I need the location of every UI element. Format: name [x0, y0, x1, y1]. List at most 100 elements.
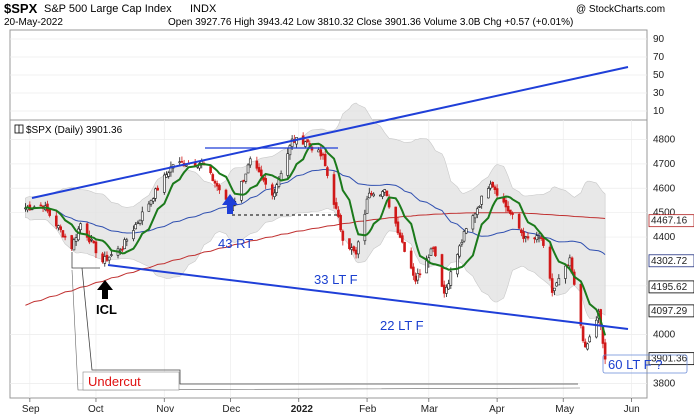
candle-body: [537, 236, 541, 239]
price-value-box: [648, 254, 694, 268]
lower-trendline: [107, 264, 629, 330]
candle-body: [341, 230, 345, 241]
price-tick-label: 4700: [653, 159, 676, 170]
ma-50-line: [25, 169, 606, 255]
candle-body: [350, 247, 353, 250]
price-value-label: 4097.29: [651, 306, 688, 317]
candle-body: [301, 135, 305, 145]
candle-body: [110, 254, 113, 256]
price-value-label: 4195.62: [651, 282, 688, 293]
candle-body: [224, 189, 228, 200]
candle-body: [123, 239, 126, 250]
undercut-line-long: [81, 267, 578, 385]
candle-body: [367, 192, 371, 199]
candle-body: [363, 213, 367, 242]
candle-body: [125, 239, 129, 242]
candle-body: [509, 209, 512, 214]
price-tick-label: 4800: [653, 135, 676, 146]
candle-body: [101, 253, 104, 263]
candle-body: [473, 213, 477, 219]
candle-body: [385, 190, 389, 196]
price-value-label: 4467.16: [651, 216, 688, 227]
upper-tick-label: 50: [653, 70, 665, 81]
candle-body: [286, 153, 290, 176]
price-tick-label: 4500: [653, 208, 676, 219]
price-value-box: [648, 352, 694, 366]
candle-body: [526, 236, 530, 239]
candle-body: [372, 193, 375, 197]
candle-body: [79, 223, 82, 230]
candle-body: [348, 238, 351, 250]
candle-body: [356, 241, 360, 255]
candle-body: [370, 192, 373, 195]
price-legend: $SPX (Daily) 3901.36: [14, 124, 123, 136]
candle-body: [138, 219, 142, 224]
price-grid: 480047004600450044004200400038004467.164…: [10, 135, 694, 389]
candle-body: [493, 186, 497, 191]
candle-body: [213, 180, 217, 184]
candle-body: [321, 153, 325, 156]
upper-panel-grid: 90 70 50 30 10: [10, 34, 665, 117]
candle-body: [539, 237, 543, 239]
price-tick-label: 4600: [653, 183, 676, 194]
candle-body: [240, 181, 243, 201]
candle-body: [134, 224, 137, 230]
candle-body: [140, 211, 144, 222]
x-tick-label: Oct: [88, 404, 104, 415]
legend-label: $SPX (Daily) 3901.36: [26, 125, 123, 136]
candle-body: [162, 174, 166, 193]
candle-body: [105, 254, 109, 261]
candle-body: [383, 189, 387, 193]
ma-10-line: [25, 142, 607, 336]
undercut-box: [82, 371, 180, 391]
candle-body: [259, 169, 263, 177]
candle-body: [511, 212, 514, 215]
candle-body: [275, 184, 279, 193]
candle-body: [290, 138, 294, 147]
candle-body: [332, 174, 336, 205]
candle-body: [414, 275, 417, 282]
candle-body: [319, 149, 323, 157]
upper-tick-label: 90: [653, 34, 665, 45]
price-tick-label: 4000: [653, 330, 676, 341]
chart-ohlc: Open 3927.76 High 3943.42 Low 3810.32 Cl…: [168, 17, 573, 28]
candle-body: [568, 257, 572, 267]
x-tick-label: Mar: [421, 404, 439, 415]
candle-body: [475, 208, 479, 215]
up-arrow-black-icon: [97, 280, 113, 299]
candle-body: [178, 161, 182, 164]
candle-body: [136, 222, 140, 224]
candle-body: [418, 273, 422, 276]
candle-body: [48, 209, 51, 216]
candle-body: [550, 278, 554, 293]
candle-body: [434, 246, 437, 257]
candle-body: [431, 247, 435, 249]
candle-body: [548, 246, 552, 279]
candle-body: [211, 174, 215, 182]
annotation-43rt: 43 RT: [218, 236, 253, 251]
candle-body: [94, 241, 98, 254]
candle-body: [39, 204, 43, 207]
candle-body: [442, 284, 446, 294]
candle-body: [354, 249, 358, 255]
candle-body: [154, 188, 157, 199]
candle-body: [480, 195, 483, 205]
candle-body: [273, 192, 276, 197]
x-tick-label: Jun: [624, 404, 640, 415]
candle-body: [409, 250, 413, 269]
candle-body: [491, 181, 495, 188]
candle-body: [542, 237, 545, 246]
candle-body: [132, 230, 135, 240]
candle-body: [517, 213, 521, 229]
candle-body: [246, 164, 250, 174]
upper-tick-label: 70: [653, 52, 665, 63]
candle-body: [59, 226, 62, 231]
chart-name: S&P 500 Large Cap Index: [44, 3, 172, 15]
upper-trendline: [31, 66, 629, 199]
candle-body: [118, 249, 122, 252]
up-arrow-blue-icon: [222, 194, 238, 214]
undercut-line: [71, 252, 100, 269]
candle-body: [317, 149, 320, 153]
undercut-connector: [71, 269, 581, 391]
